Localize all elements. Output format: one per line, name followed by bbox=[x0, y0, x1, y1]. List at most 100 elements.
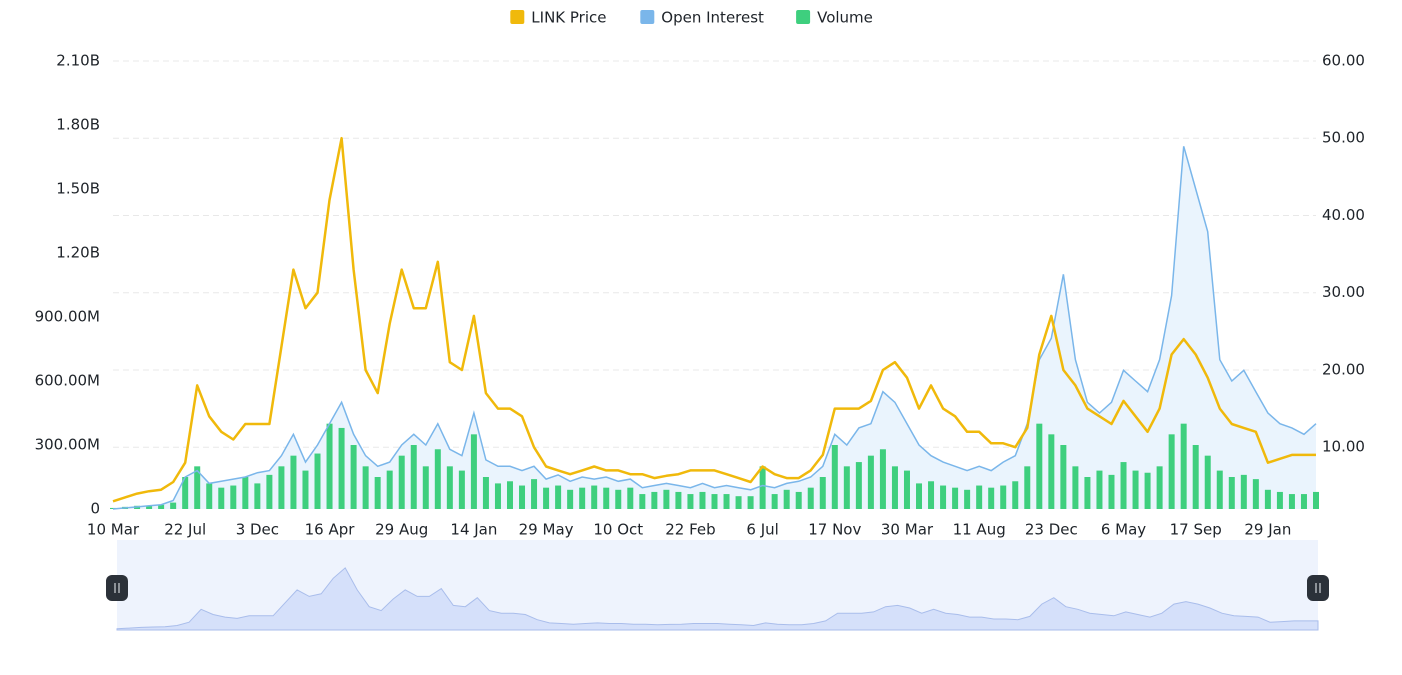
volume-bar bbox=[711, 494, 718, 509]
volume-bar bbox=[891, 466, 898, 509]
volume-bar bbox=[290, 455, 297, 509]
volume-bar bbox=[278, 466, 285, 509]
legend-label[interactable]: LINK Price bbox=[531, 9, 606, 27]
volume-bar bbox=[338, 427, 345, 509]
volume-bar bbox=[266, 474, 273, 509]
legend-swatch[interactable] bbox=[510, 10, 525, 24]
volume-bar bbox=[952, 487, 959, 509]
volume-bar bbox=[506, 481, 513, 509]
volume-bar bbox=[675, 491, 682, 509]
volume-bar bbox=[254, 483, 261, 509]
legend-swatch[interactable] bbox=[796, 10, 811, 24]
x-tick-label: 30 Mar bbox=[881, 521, 934, 539]
volume-bar bbox=[374, 477, 381, 509]
volume-bar bbox=[1024, 466, 1031, 509]
volume-bar bbox=[410, 445, 417, 509]
volume-bar bbox=[615, 489, 622, 509]
volume-bar bbox=[242, 477, 249, 509]
volume-bar bbox=[903, 470, 910, 509]
y-tick-label: 300.00M bbox=[35, 436, 100, 454]
volume-bar bbox=[1264, 489, 1271, 509]
volume-bar bbox=[519, 485, 526, 509]
volume-bar bbox=[1084, 477, 1091, 509]
volume-bar bbox=[146, 505, 153, 509]
price-line bbox=[112, 136, 1316, 503]
volume-bar bbox=[398, 455, 405, 509]
volume-bar bbox=[627, 487, 634, 509]
volume-bar bbox=[735, 496, 742, 509]
volume-bar bbox=[1000, 485, 1007, 509]
volume-bar bbox=[302, 470, 309, 509]
volume-bar bbox=[182, 477, 189, 509]
volume-bar bbox=[555, 485, 562, 509]
volume-bar bbox=[1036, 423, 1043, 509]
volume-bar bbox=[783, 489, 790, 509]
volume-bar bbox=[170, 502, 177, 509]
y-tick-label: 900.00M bbox=[35, 308, 100, 326]
navigator-handle[interactable] bbox=[106, 575, 128, 601]
volume-bar bbox=[1048, 434, 1055, 509]
volume-bar bbox=[855, 462, 862, 509]
volume-bar bbox=[819, 477, 826, 509]
y-tick-label: 1.80B bbox=[56, 116, 100, 134]
volume-bar bbox=[543, 487, 550, 509]
x-tick-label: 29 Aug bbox=[375, 521, 428, 539]
open-interest-line bbox=[112, 146, 1317, 510]
x-tick-label: 3 Dec bbox=[236, 521, 279, 539]
legend-label[interactable]: Volume bbox=[817, 9, 873, 27]
volume-bar bbox=[1204, 455, 1211, 509]
volume-bar bbox=[446, 466, 453, 509]
volume-bar bbox=[663, 489, 670, 509]
y2-tick-label: 60.00 bbox=[1322, 52, 1365, 70]
volume-bar bbox=[795, 491, 802, 509]
volume-bar bbox=[723, 494, 730, 509]
volume-bar bbox=[458, 470, 465, 509]
x-tick-label: 6 Jul bbox=[746, 521, 778, 539]
volume-bar bbox=[434, 449, 441, 509]
volume-bar bbox=[1072, 466, 1079, 509]
volume-bar bbox=[1096, 470, 1103, 509]
volume-bar bbox=[314, 453, 321, 509]
volume-bar bbox=[639, 494, 646, 509]
x-tick-label: 10 Oct bbox=[593, 521, 643, 539]
volume-bar bbox=[1228, 477, 1235, 509]
x-tick-label: 29 Jan bbox=[1244, 521, 1291, 539]
x-tick-label: 23 Dec bbox=[1025, 521, 1078, 539]
volume-bar bbox=[843, 466, 850, 509]
navigator-handle[interactable] bbox=[1307, 575, 1329, 601]
volume-bar bbox=[567, 489, 574, 509]
volume-bar bbox=[1156, 466, 1163, 509]
navigator-area bbox=[116, 567, 1319, 631]
y2-tick-label: 50.00 bbox=[1322, 129, 1365, 147]
volume-bar bbox=[422, 466, 429, 509]
volume-bar bbox=[591, 485, 598, 509]
volume-bar bbox=[747, 496, 754, 509]
legend-swatch[interactable] bbox=[640, 10, 655, 24]
volume-bar bbox=[916, 483, 923, 509]
volume-bar bbox=[494, 483, 501, 509]
x-tick-label: 22 Feb bbox=[665, 521, 715, 539]
volume-bar bbox=[470, 434, 477, 509]
volume-bar bbox=[326, 423, 333, 509]
volume-bar bbox=[1012, 481, 1019, 509]
y-tick-label: 0 bbox=[90, 500, 100, 518]
volume-bar bbox=[651, 491, 658, 509]
volume-bar bbox=[194, 466, 201, 509]
volume-bar bbox=[158, 504, 165, 509]
x-tick-label: 17 Sep bbox=[1170, 521, 1222, 539]
volume-bar bbox=[879, 449, 886, 509]
open-interest-area bbox=[113, 146, 1316, 510]
volume-bar bbox=[230, 485, 237, 509]
y2-tick-label: 10.00 bbox=[1322, 438, 1365, 456]
volume-bar bbox=[867, 455, 874, 509]
volume-bar bbox=[928, 481, 935, 509]
legend-label[interactable]: Open Interest bbox=[661, 9, 764, 27]
volume-bar bbox=[386, 470, 393, 509]
volume-bar bbox=[1060, 445, 1067, 509]
volume-bar bbox=[1313, 491, 1319, 509]
volume-bar bbox=[1168, 434, 1175, 509]
volume-bar bbox=[1144, 472, 1151, 509]
volume-bar bbox=[831, 445, 838, 509]
volume-bar bbox=[218, 487, 225, 509]
